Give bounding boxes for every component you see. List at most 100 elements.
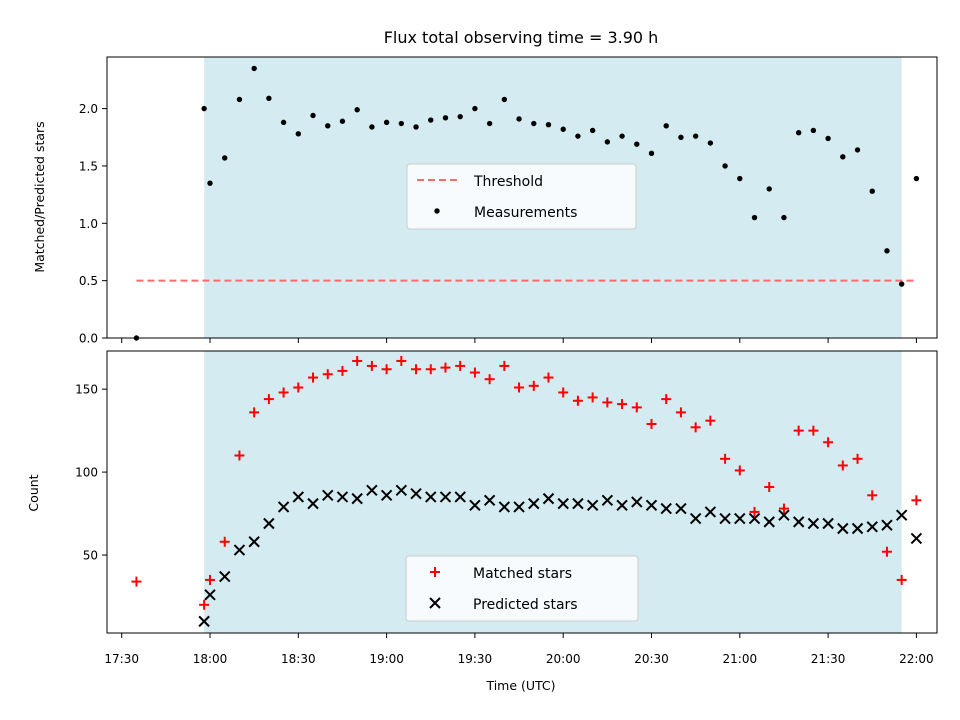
data-point xyxy=(249,407,260,418)
data-point xyxy=(867,490,878,501)
data-point xyxy=(395,484,408,497)
legend-threshold-label: Threshold xyxy=(473,174,543,190)
data-point xyxy=(707,140,714,146)
data-point xyxy=(823,437,834,448)
data-point xyxy=(895,509,908,521)
data-point xyxy=(439,491,452,503)
plot-frame xyxy=(106,350,938,634)
data-point xyxy=(543,372,554,383)
data-point xyxy=(295,131,302,137)
data-point xyxy=(719,512,731,525)
y-tick-label: 1.5 xyxy=(79,159,98,173)
data-point xyxy=(884,248,890,254)
data-point xyxy=(631,402,642,413)
data-point xyxy=(881,519,893,531)
data-point xyxy=(204,589,216,601)
data-point xyxy=(898,281,905,287)
data-point xyxy=(531,120,537,127)
x-tick-label: 21:00 xyxy=(723,652,758,666)
data-point xyxy=(896,574,907,585)
data-point xyxy=(381,364,392,375)
data-point xyxy=(483,494,496,507)
data-point xyxy=(410,487,422,500)
data-point xyxy=(557,497,569,510)
data-point xyxy=(219,570,231,583)
data-point xyxy=(354,107,360,113)
x-tick-label: 20:00 xyxy=(546,652,581,666)
y-tick-label: 1.0 xyxy=(79,217,98,231)
count-panel: 50 100 150 17:30 18:00 18:30 19:00 19:30 20:00 20… xyxy=(75,350,938,666)
data-point xyxy=(440,362,451,373)
data-point xyxy=(748,512,761,525)
legend-box xyxy=(405,555,639,622)
series-0 xyxy=(131,355,922,610)
data-point xyxy=(604,139,611,145)
plot-frame xyxy=(106,56,938,339)
data-point xyxy=(205,574,216,585)
data-point xyxy=(692,133,699,139)
legend-measurements-label: Measurements xyxy=(474,205,577,221)
data-point xyxy=(498,501,511,513)
data-point xyxy=(501,96,508,103)
y-tick-label: 150 xyxy=(75,383,98,397)
data-point xyxy=(631,496,643,508)
data-point xyxy=(263,394,274,405)
data-point xyxy=(851,522,864,535)
x-tick-label: 20:30 xyxy=(634,652,669,666)
data-point xyxy=(737,175,743,182)
legend-predicted-swatch xyxy=(429,597,441,609)
data-point xyxy=(248,536,260,548)
data-point xyxy=(645,499,658,511)
data-point xyxy=(425,491,437,503)
data-point xyxy=(207,180,213,186)
data-point xyxy=(236,96,243,103)
data-point xyxy=(646,418,657,429)
y-tick-label: 100 xyxy=(75,466,98,480)
data-point xyxy=(469,367,480,378)
series-0 xyxy=(133,65,920,341)
chart-title: Flux total observing time = 3.90 h xyxy=(384,28,659,47)
data-point xyxy=(854,147,861,153)
data-point xyxy=(586,499,599,511)
y-tick-label: 50 xyxy=(83,549,98,563)
data-point xyxy=(442,115,449,121)
data-point xyxy=(792,516,805,528)
data-point xyxy=(678,134,684,140)
data-point xyxy=(351,492,363,505)
data-point xyxy=(266,95,272,101)
data-point xyxy=(601,494,614,507)
data-point xyxy=(469,499,481,511)
data-point xyxy=(322,369,333,380)
data-point xyxy=(810,127,817,134)
data-point xyxy=(325,123,331,129)
data-point xyxy=(648,150,655,157)
data-point xyxy=(472,105,478,112)
data-point xyxy=(840,154,846,160)
data-point xyxy=(808,425,819,436)
x-tick-label: 21:30 xyxy=(811,652,846,666)
legend-box xyxy=(406,163,637,230)
data-point xyxy=(263,517,275,530)
legend-matched-label: Matched stars xyxy=(473,566,572,582)
data-point xyxy=(837,460,848,471)
data-point xyxy=(219,536,230,547)
data-point xyxy=(222,155,228,161)
data-point xyxy=(852,453,863,464)
data-point xyxy=(528,380,539,391)
data-point xyxy=(278,387,289,398)
y-tick-label: 2.0 xyxy=(79,102,98,116)
data-point xyxy=(720,453,731,464)
data-point xyxy=(616,499,628,511)
data-point xyxy=(749,506,760,517)
series-1 xyxy=(198,484,923,628)
data-point xyxy=(866,521,878,533)
data-point xyxy=(704,506,717,518)
data-point xyxy=(793,425,804,436)
data-point xyxy=(545,121,552,128)
data-point xyxy=(307,497,319,510)
data-point xyxy=(675,407,686,418)
x-tick-label: 17:30 xyxy=(104,652,139,666)
data-point xyxy=(766,186,772,192)
data-point xyxy=(617,399,628,410)
